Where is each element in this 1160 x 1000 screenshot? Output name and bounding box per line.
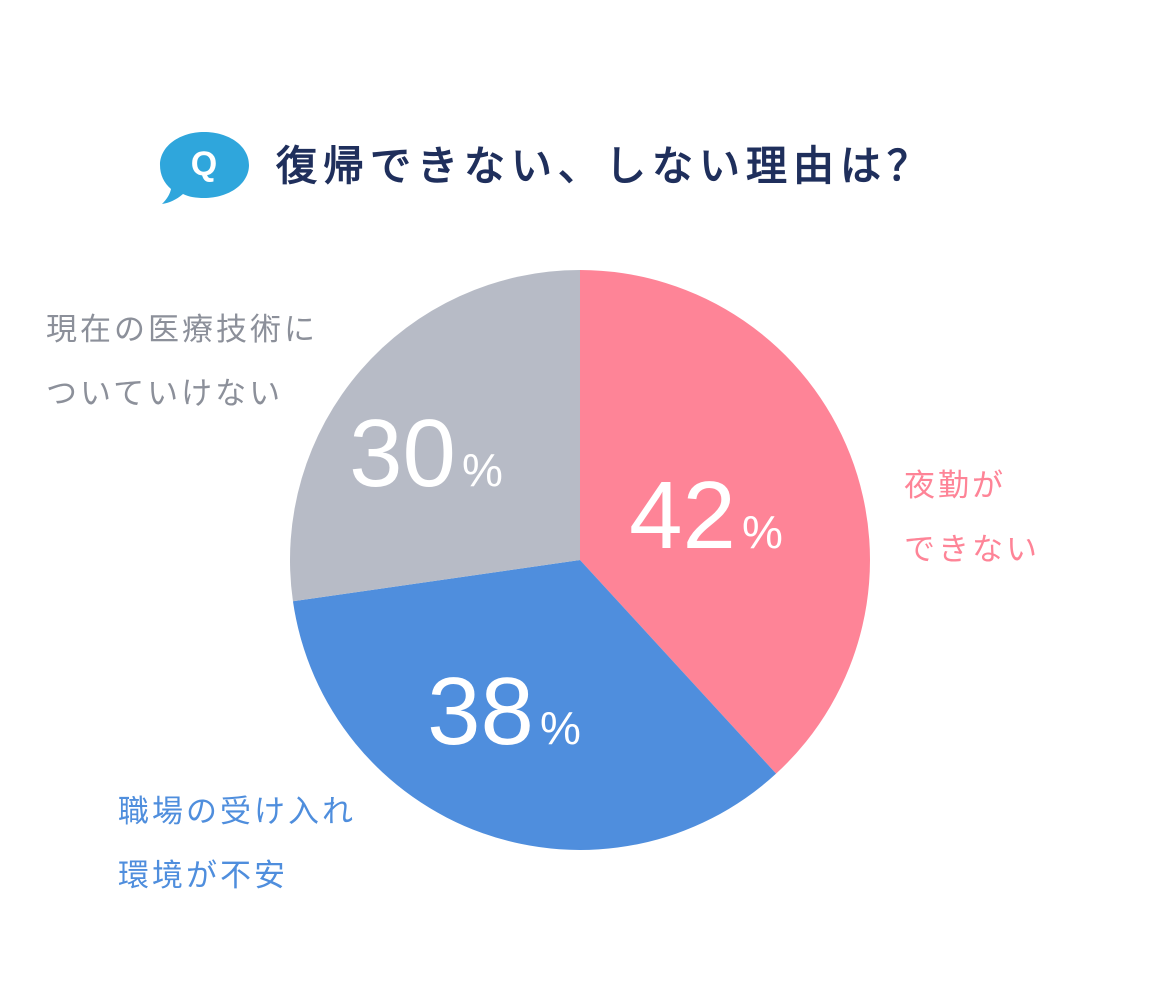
- slice-label-workplace: 職場の受け入れ 環境が不安: [118, 780, 356, 908]
- pie-slice-workplace: [292, 560, 777, 850]
- pie-slice-night: [580, 270, 870, 774]
- slice-percent-night: 42%: [629, 462, 783, 569]
- slice-label-line: 現在の医療技術に: [46, 312, 318, 348]
- slice-label-line: 環境が不安: [118, 858, 288, 894]
- pie-slice-skills: [289, 270, 580, 602]
- slice-label-skills: 現在の医療技術に ついていけない: [46, 298, 318, 426]
- chart-header: Q 復帰できない、しない理由は？: [0, 0, 1160, 230]
- slice-label-night: 夜勤が できない: [904, 454, 1040, 582]
- slice-label-line: ついていけない: [46, 376, 284, 412]
- slice-label-line: 職場の受け入れ: [118, 794, 356, 830]
- slice-percent-skills: 30%: [349, 400, 503, 507]
- question-bubble-icon: [160, 132, 249, 204]
- chart-title: 復帰できない、しない理由は？: [276, 142, 934, 190]
- slice-label-line: できない: [904, 532, 1040, 568]
- slice-label-line: 夜勤が: [904, 468, 1006, 504]
- slice-percent-workplace: 38%: [427, 658, 581, 765]
- question-badge-letter: Q: [190, 145, 218, 183]
- question-bubble-shape: [160, 132, 249, 204]
